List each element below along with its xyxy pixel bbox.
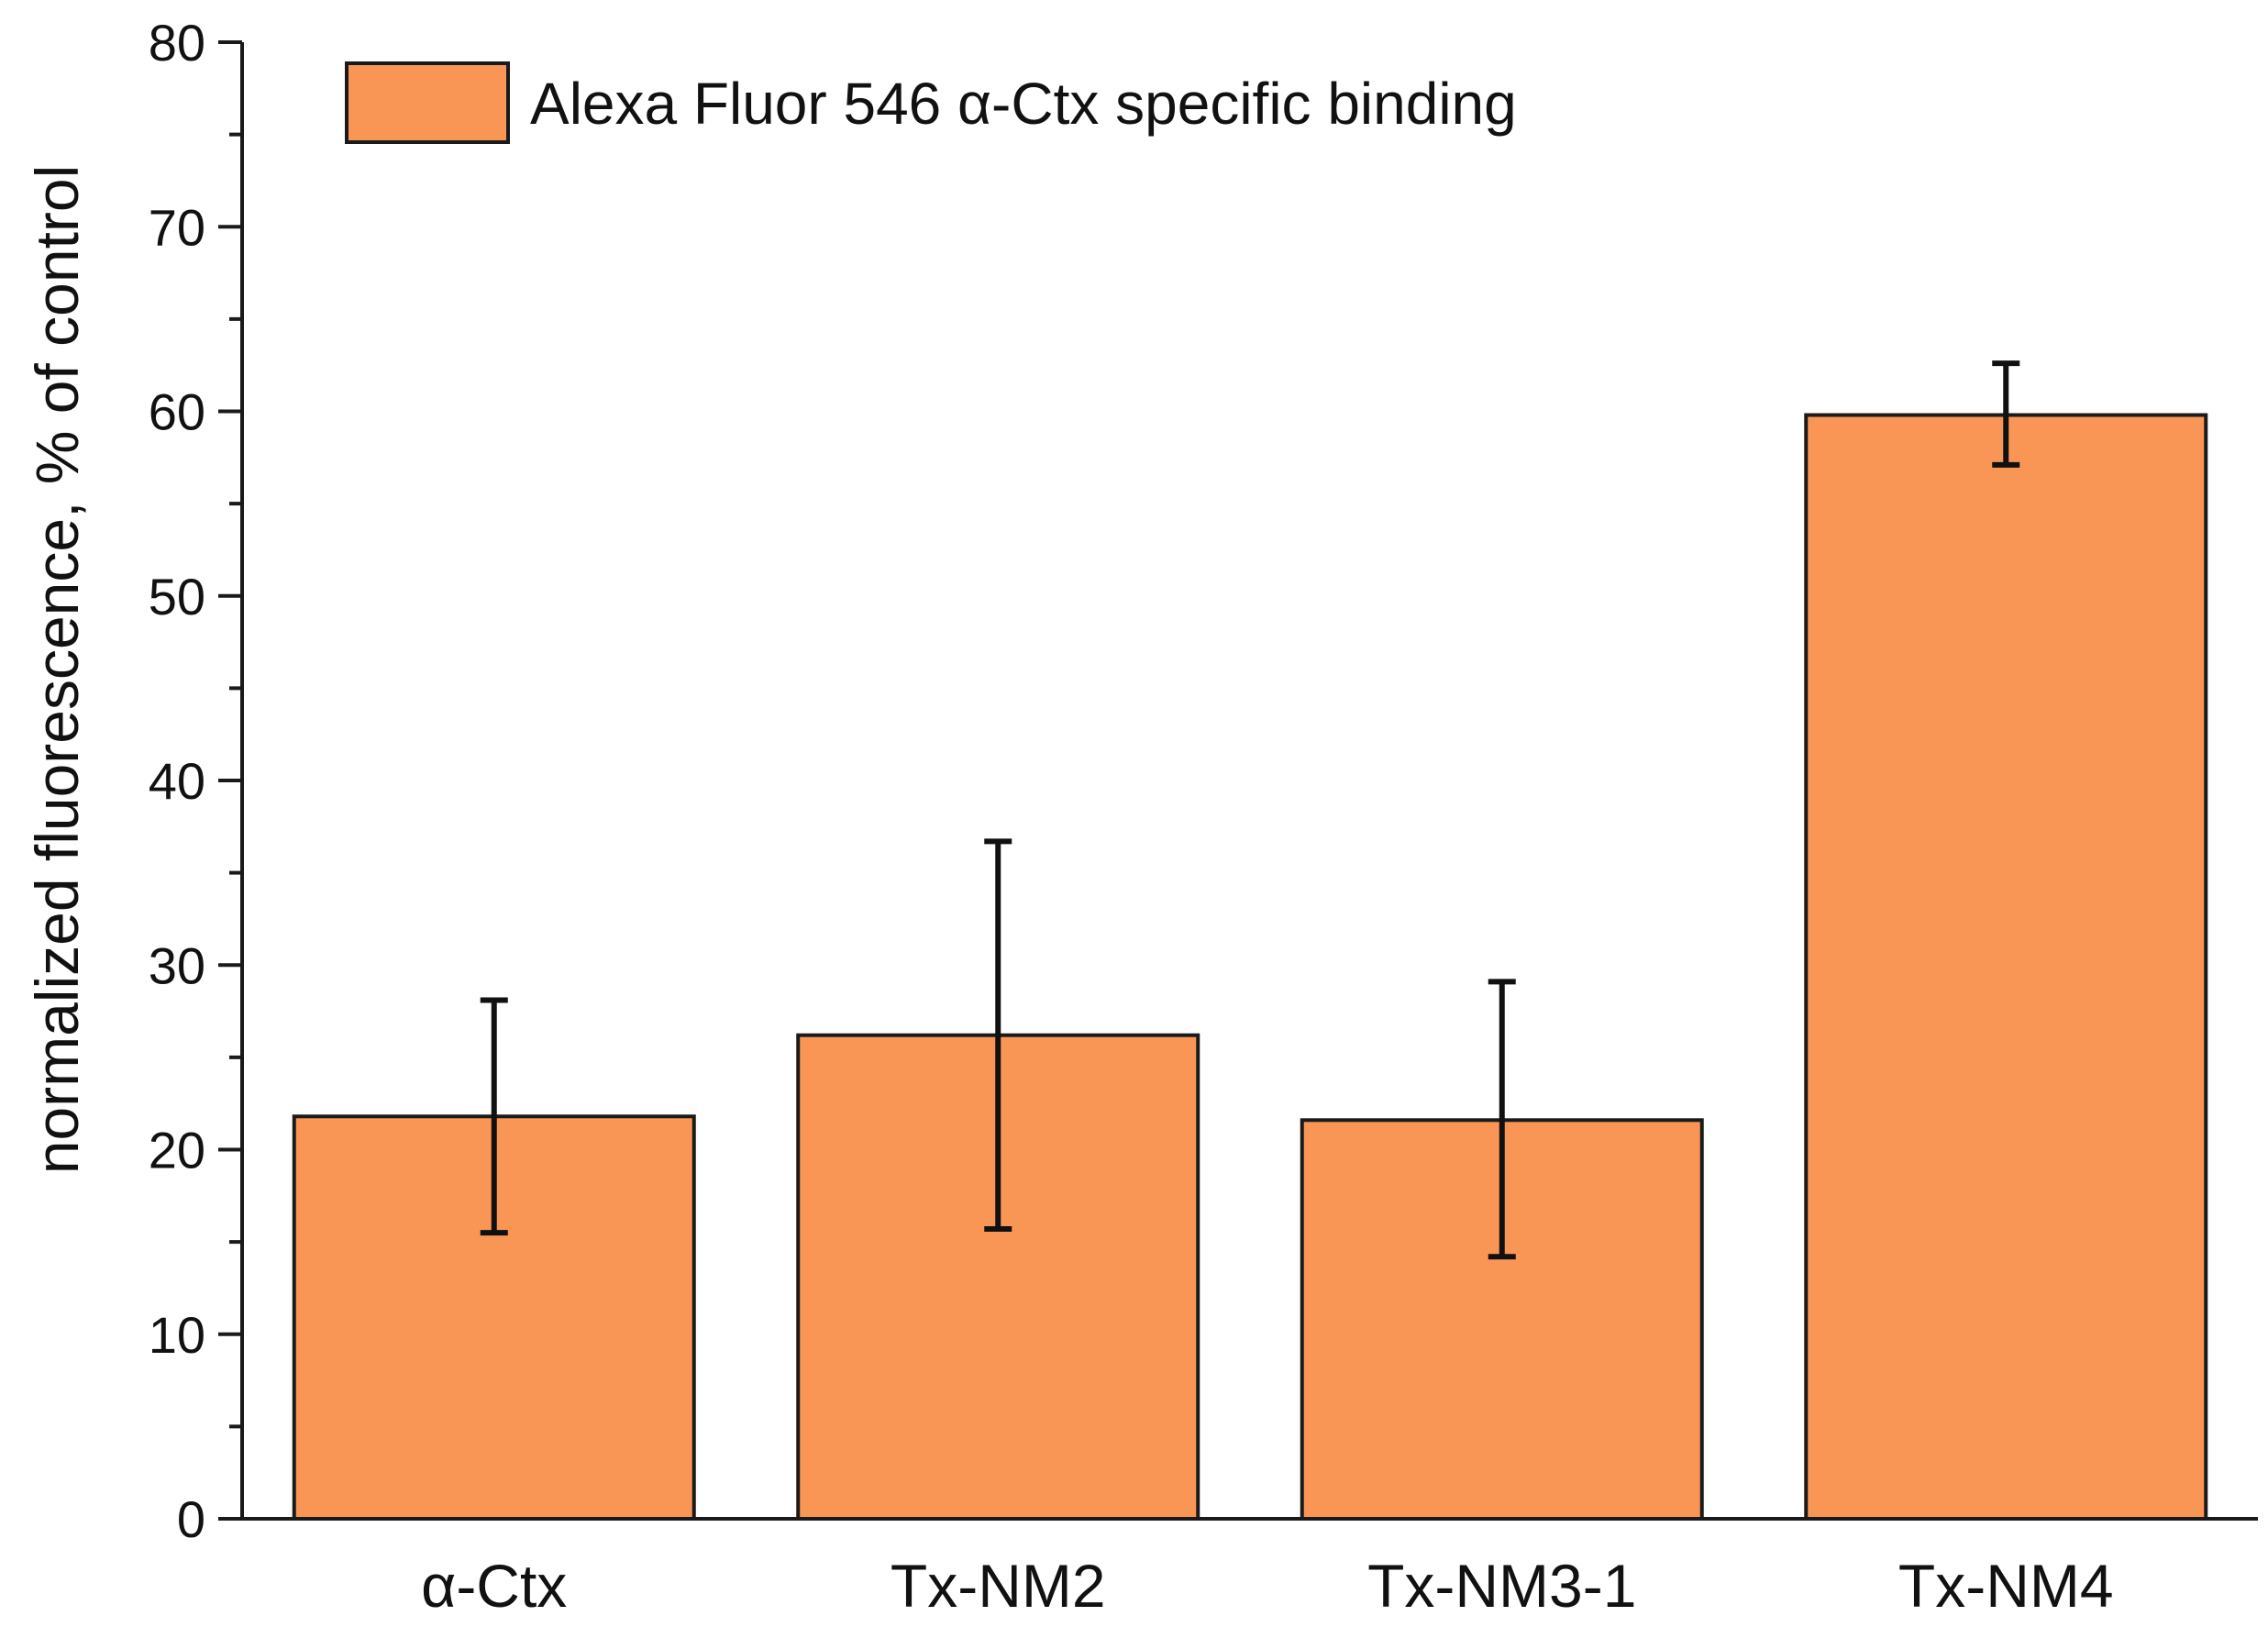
y-tick-label: 20 (149, 1122, 205, 1179)
y-tick-label: 50 (149, 568, 205, 625)
y-tick-label: 0 (177, 1490, 205, 1548)
y-tick-label: 10 (149, 1306, 205, 1364)
y-tick-label: 40 (149, 752, 205, 810)
x-tick-label: Tx-NM3-1 (1367, 1552, 1636, 1620)
bar (1804, 413, 2208, 1521)
y-ticks-layer: 0 10 20 30 40 50 60 70 80 (149, 14, 242, 1548)
x-tick-label: α-Ctx (421, 1552, 567, 1620)
y-tick-label: 60 (149, 383, 205, 441)
bars-layer (292, 413, 2208, 1522)
x-tick-label: Tx-NM4 (1898, 1552, 2114, 1620)
legend-swatch (345, 61, 510, 144)
y-tick-label: 70 (149, 198, 205, 256)
y-axis-label: normalized fluorescence, % of control (23, 165, 91, 1175)
legend: Alexa Fluor 546 α-Ctx specific binding (345, 61, 1517, 144)
y-tick-label: 80 (149, 14, 205, 72)
legend-label: Alexa Fluor 546 α-Ctx specific binding (530, 71, 1517, 137)
error-bars-layer (480, 360, 2020, 1260)
y-tick-label: 30 (149, 936, 205, 994)
x-tick-labels-layer: α-Ctx Tx-NM2 Tx-NM3-1 Tx-NM4 (421, 1552, 2113, 1620)
x-tick-label: Tx-NM2 (891, 1552, 1106, 1620)
